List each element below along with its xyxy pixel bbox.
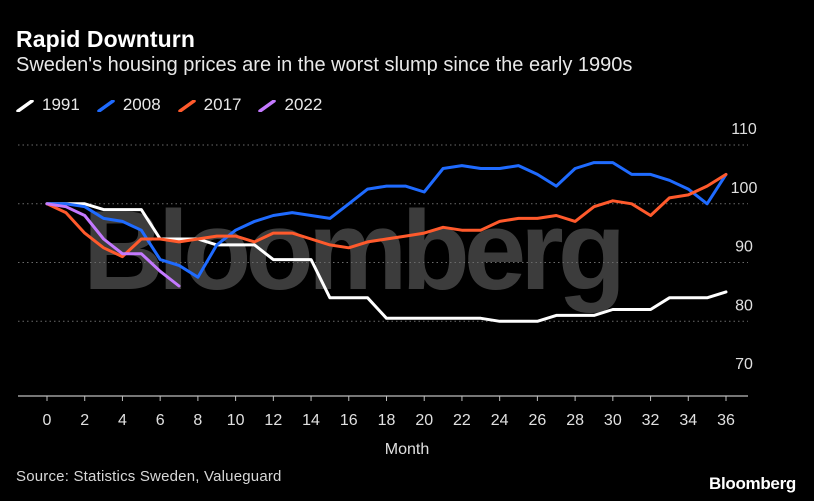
x-tick-label: 24 [491, 412, 509, 429]
series-lines [45, 161, 728, 323]
y-axis: 70 80 90 100 110 [731, 121, 758, 373]
series-line-2008 [45, 161, 728, 279]
y-tick-label: 80 [735, 297, 753, 314]
legend-swatch-2022 [258, 100, 277, 112]
bloomberg-logo: Bloomberg [708, 474, 796, 493]
x-tick-label: 22 [453, 412, 471, 429]
x-tick-label: 0 [43, 412, 52, 429]
x-tick-label: 18 [378, 412, 396, 429]
x-axis-label: Month [385, 441, 429, 458]
x-tick-label: 2 [80, 412, 89, 429]
x-tick-label: 6 [156, 412, 165, 429]
legend-item-1991: 1991 [16, 95, 80, 115]
x-tick-label: 26 [528, 412, 546, 429]
legend-label-2008: 2008 [122, 95, 161, 114]
y-tick-label: 90 [735, 239, 753, 256]
x-tick-label: 20 [415, 412, 433, 429]
x-tick-label: 30 [604, 412, 622, 429]
series-line-2017 [45, 172, 728, 259]
legend-item-2022: 2022 [258, 95, 322, 115]
x-tick-label: 14 [302, 412, 320, 429]
legend-swatch-1991 [16, 100, 34, 112]
x-tick-label: 32 [642, 412, 660, 429]
chart-title: Rapid Downturn [16, 26, 195, 52]
legend-label-2017: 2017 [203, 95, 242, 114]
legend-label-1991: 1991 [42, 95, 80, 114]
legend-item-2008: 2008 [97, 95, 161, 115]
x-tick-label: 4 [118, 412, 127, 429]
y-tick-label: 100 [731, 180, 758, 197]
chart-subtitle: Sweden's housing prices are in the worst… [16, 54, 633, 76]
legend: 1991 2008 2017 2022 [16, 94, 339, 116]
x-tick-label: 28 [566, 412, 584, 429]
bloomberg-watermark: Bloomberg [83, 188, 620, 313]
y-tick-label: 70 [735, 356, 753, 373]
x-tick-label: 8 [193, 412, 202, 429]
x-tick-label: 10 [227, 412, 245, 429]
x-tick-label: 12 [264, 412, 282, 429]
x-axis: 0 2 4 6 8 10 12 14 16 18 20 22 24 26 28 30 32 34 36 [18, 395, 748, 429]
legend-label-2022: 2022 [284, 95, 323, 114]
source-note: Source: Statistics Sweden, Valueguard [16, 468, 282, 485]
legend-item-2017: 2017 [177, 95, 242, 115]
x-tick-label: 36 [717, 412, 735, 429]
legend-swatch-2008 [97, 100, 115, 112]
series-line-2022 [45, 202, 181, 288]
y-tick-label: 110 [731, 121, 757, 138]
legend-swatch-2017 [177, 100, 196, 112]
x-tick-label: 34 [679, 412, 697, 429]
x-tick-label: 16 [340, 412, 358, 429]
